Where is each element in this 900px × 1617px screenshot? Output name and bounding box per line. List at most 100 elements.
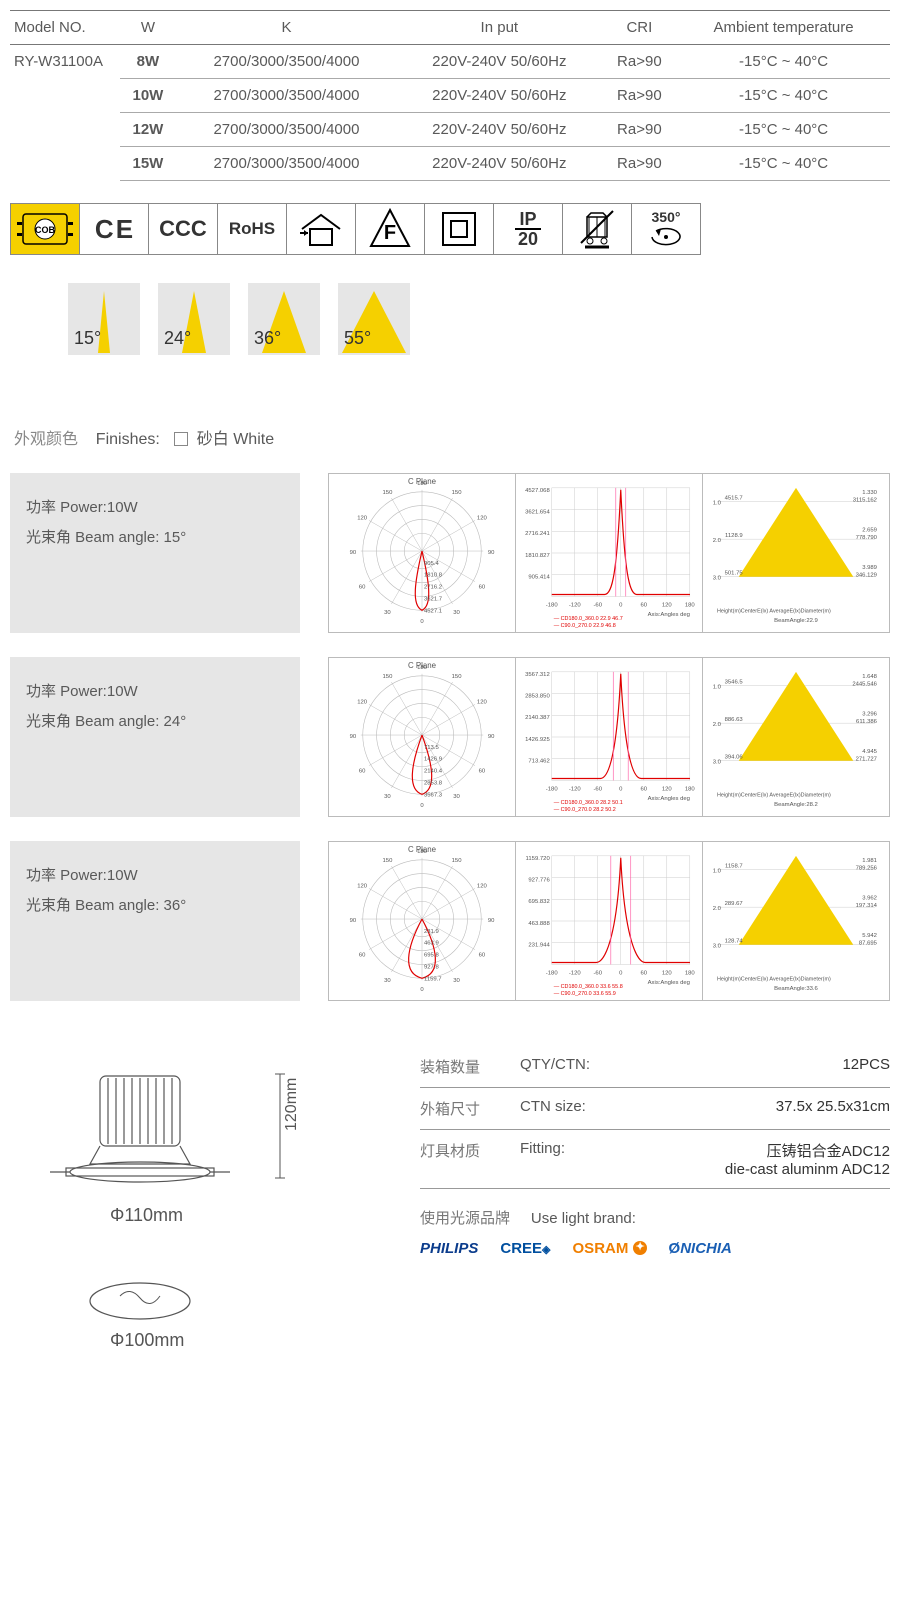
svg-text:90: 90 — [488, 918, 495, 924]
svg-text:905.414: 905.414 — [528, 575, 550, 581]
weee-icon — [562, 203, 632, 255]
rotation-icon: 350° — [631, 203, 701, 255]
spec-table: Model NO.WKIn putCRIAmbient temperature … — [10, 10, 890, 181]
svg-text:3.962: 3.962 — [862, 895, 877, 901]
model-cell — [10, 147, 120, 181]
svg-text:30: 30 — [384, 978, 391, 984]
pack-value: 37.5x 25.5x31cm — [670, 1098, 890, 1119]
svg-text:289.67: 289.67 — [725, 901, 743, 907]
beam-angle-row: 15°24°36°55° — [10, 283, 890, 355]
dimension-drawing: 120mm Φ110mm Φ100mm — [10, 1046, 380, 1369]
svg-text:120: 120 — [662, 602, 673, 608]
svg-text:1.648: 1.648 — [862, 674, 877, 680]
svg-text:— CD180.0_360.0 33.6 55.8: — CD180.0_360.0 33.6 55.8 — [554, 984, 623, 990]
svg-text:60: 60 — [359, 769, 366, 775]
beam-angle-label: 15° — [74, 328, 101, 349]
svg-text:-60: -60 — [593, 970, 602, 976]
spec-cell: Ra>90 — [602, 147, 678, 181]
photometric-row: 功率 Power:10W光束角 Beam angle: 24° C Plane1… — [10, 657, 890, 817]
photometric-charts: C Plane1801501209060300306090120150905.4… — [328, 473, 890, 633]
svg-text:2.659: 2.659 — [862, 527, 877, 533]
photometric-charts: C Plane1801501209060300306090120150713.5… — [328, 657, 890, 817]
finishes-label-en: Finishes: — [96, 431, 160, 448]
spec-cell: 10W — [120, 79, 176, 113]
certification-row: COB C E CCC RoHS F IP 20 350° — [10, 203, 890, 255]
spec-cell: 220V-240V 50/60Hz — [397, 113, 601, 147]
brand-nichia: ØNICHIA — [669, 1240, 732, 1257]
svg-text:-120: -120 — [569, 786, 582, 792]
svg-text:30: 30 — [384, 610, 391, 616]
svg-text:Axis:Angles deg: Axis:Angles deg — [648, 980, 690, 986]
svg-text:60: 60 — [640, 602, 647, 608]
svg-text:1.0: 1.0 — [713, 869, 722, 875]
beam-angle-box: 15° — [68, 283, 140, 355]
svg-text:150: 150 — [452, 674, 463, 680]
svg-text:2853.850: 2853.850 — [525, 694, 550, 700]
spec-header: K — [176, 11, 397, 45]
svg-text:180: 180 — [685, 786, 696, 792]
svg-text:231.9: 231.9 — [424, 929, 439, 935]
svg-text:4527.1: 4527.1 — [424, 608, 442, 614]
svg-text:60: 60 — [479, 585, 486, 591]
svg-text:-180: -180 — [546, 602, 559, 608]
svg-text:BeamAngle:22.9: BeamAngle:22.9 — [774, 618, 818, 624]
spec-row: 15W2700/3000/3500/4000220V-240V 50/60HzR… — [10, 147, 890, 181]
photometric-row: 功率 Power:10W光束角 Beam angle: 15° C Plane1… — [10, 473, 890, 633]
svg-text:1128.9: 1128.9 — [725, 533, 743, 539]
svg-text:3621.7: 3621.7 — [424, 596, 442, 602]
svg-text:1159.7: 1159.7 — [424, 976, 442, 982]
svg-text:120: 120 — [477, 699, 488, 705]
spec-cell: 220V-240V 50/60Hz — [397, 147, 601, 181]
svg-text:F: F — [384, 222, 396, 244]
spec-cell: 220V-240V 50/60Hz — [397, 45, 601, 79]
spec-cell: Ra>90 — [602, 79, 678, 113]
beam-angle-box: 55° — [338, 283, 410, 355]
model-cell: RY-W31100A — [10, 45, 120, 79]
svg-text:150: 150 — [452, 858, 463, 864]
spec-header: CRI — [602, 11, 678, 45]
svg-text:2853.8: 2853.8 — [424, 780, 443, 786]
svg-text:927.776: 927.776 — [528, 878, 550, 884]
svg-text:1426.9: 1426.9 — [424, 757, 442, 763]
svg-text:30: 30 — [453, 794, 460, 800]
finishes-label-cn: 外观颜色 — [14, 431, 78, 448]
intensity-chart: 3567.3122853.8502140.3871426.925713.462-… — [516, 658, 703, 816]
packaging-row: 外箱尺寸 CTN size: 37.5x 25.5x31cm — [420, 1088, 890, 1130]
intensity-chart: 4527.0683621.6542716.2411810.827905.414-… — [516, 474, 703, 632]
svg-text:-60: -60 — [593, 786, 602, 792]
packaging-row: 灯具材质 Fitting: 压铸铝合金ADC12die-cast aluminm… — [420, 1130, 890, 1189]
svg-text:2716.241: 2716.241 — [525, 531, 550, 537]
pack-label-cn: 灯具材质 — [420, 1140, 520, 1178]
polar-chart: C Plane1801501209060300306090120150713.5… — [329, 658, 516, 816]
svg-text:150: 150 — [383, 490, 394, 496]
svg-text:90: 90 — [488, 550, 495, 556]
svg-text:1.330: 1.330 — [862, 490, 877, 496]
model-cell — [10, 113, 120, 147]
pack-value: 压铸铝合金ADC12die-cast aluminm ADC12 — [670, 1140, 890, 1178]
svg-text:2445.546: 2445.546 — [852, 682, 877, 688]
brand-label-en: Use light brand: — [531, 1210, 636, 1227]
svg-text:463.9: 463.9 — [424, 941, 439, 947]
svg-text:-60: -60 — [593, 602, 602, 608]
svg-text:-120: -120 — [569, 602, 582, 608]
pack-label-cn: 装箱数量 — [420, 1056, 520, 1077]
spec-header: Ambient temperature — [677, 11, 890, 45]
svg-text:120: 120 — [357, 699, 368, 705]
svg-text:-180: -180 — [546, 970, 559, 976]
svg-text:3.989: 3.989 — [862, 565, 877, 571]
svg-text:231.944: 231.944 — [528, 943, 550, 949]
svg-text:1810.827: 1810.827 — [525, 553, 550, 559]
spec-cell: 15W — [120, 147, 176, 181]
pack-value: 12PCS — [670, 1056, 890, 1077]
svg-text:60: 60 — [640, 786, 647, 792]
polar-chart: C Plane1801501209060300306090120150231.9… — [329, 842, 516, 1000]
svg-text:— CD180.0_360.0 22.9 46.7: — CD180.0_360.0 22.9 46.7 — [554, 616, 623, 622]
pack-label-en: QTY/CTN: — [520, 1056, 670, 1077]
svg-text:— C90.0_270.0 33.6 55.9: — C90.0_270.0 33.6 55.9 — [554, 991, 616, 997]
svg-text:60: 60 — [479, 953, 486, 959]
svg-text:BeamAngle:33.6: BeamAngle:33.6 — [774, 986, 818, 992]
beam-angle-box: 36° — [248, 283, 320, 355]
svg-text:905.4: 905.4 — [424, 561, 439, 567]
svg-text:Axis:Angles deg: Axis:Angles deg — [648, 612, 690, 618]
svg-text:150: 150 — [383, 858, 394, 864]
